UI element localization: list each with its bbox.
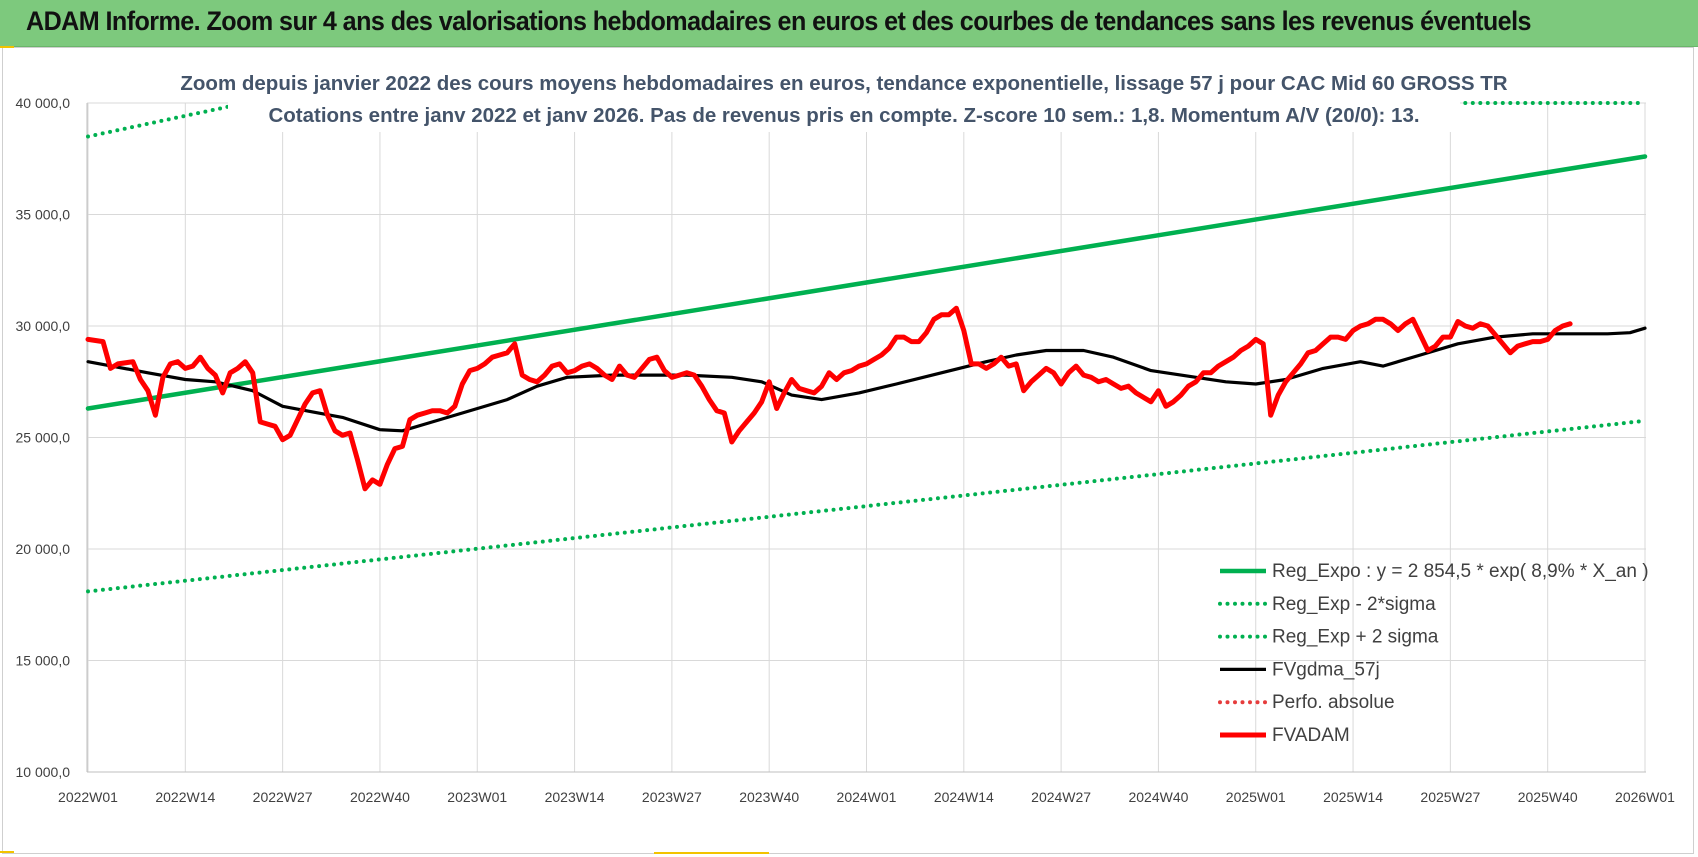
y-tick-labels: 10 000,0 15 000,0 20 000,0 25 000,0 30 000,0… (16, 95, 71, 780)
x-tick-label: 2025W01 (1226, 789, 1286, 805)
legend: Reg_Expo : y = 2 854,5 * exp( 8,9% * X_a… (1218, 561, 1649, 746)
x-tick-labels: 2022W01 2022W14 2022W27 2022W40 2023W01 2023W… (58, 789, 1675, 805)
series-line-5 (85, 305, 1573, 492)
x-tick-label: 2023W14 (545, 789, 605, 805)
x-tick-label: 2024W14 (934, 789, 994, 805)
x-tick-label: 2022W14 (155, 789, 215, 805)
legend-label: FVgdma_57j (1272, 659, 1380, 680)
x-tick-label: 2023W27 (642, 789, 702, 805)
x-tick-label: 2022W27 (253, 789, 313, 805)
y-tick-label: 30 000,0 (16, 318, 71, 334)
y-tick-label: 10 000,0 (16, 764, 71, 780)
chart-subtitle: Cotations entre janv 2022 et janv 2026. … (268, 104, 1419, 127)
x-tick-label: 2025W27 (1420, 789, 1480, 805)
legend-label: FVADAM (1272, 725, 1350, 746)
x-tick-label: 2024W27 (1031, 789, 1091, 805)
x-tick-label: 2025W40 (1518, 789, 1578, 805)
corner-mark-top-left (0, 46, 14, 48)
x-tick-label: 2023W01 (447, 789, 507, 805)
y-tick-label: 20 000,0 (16, 541, 71, 557)
y-tick-label: 15 000,0 (16, 653, 71, 669)
x-tick-label: 2022W40 (350, 789, 410, 805)
x-tick-label: 2023W40 (739, 789, 799, 805)
legend-label: Perfo. absolue (1272, 692, 1395, 713)
x-tick-label: 2024W40 (1128, 789, 1188, 805)
series-line-3 (86, 326, 1647, 433)
legend-label: Reg_Exp - 2*sigma (1272, 594, 1436, 615)
header-bar: ADAM Informe. Zoom sur 4 ans des valoris… (0, 0, 1698, 47)
x-tick-label: 2025W14 (1323, 789, 1383, 805)
chart-title: Zoom depuis janvier 2022 des cours moyen… (180, 72, 1507, 95)
y-tick-label: 25 000,0 (16, 430, 71, 446)
y-tick-label: 40 000,0 (16, 95, 71, 111)
corner-mark-bottom-left (0, 851, 14, 853)
legend-label: Reg_Expo : y = 2 854,5 * exp( 8,9% * X_a… (1272, 561, 1649, 582)
grid-lines (86, 102, 1646, 773)
title-background (228, 66, 1460, 132)
corner-mark-bottom-center (654, 852, 769, 854)
series-line-2 (86, 101, 1647, 139)
header-title: ADAM Informe. Zoom sur 4 ans des valoris… (26, 6, 1531, 36)
plot-series (85, 101, 1648, 594)
legend-label: Reg_Exp + 2 sigma (1272, 627, 1439, 648)
x-tick-label: 2026W01 (1615, 789, 1675, 805)
series-line-0 (85, 154, 1648, 411)
y-tick-label: 35 000,0 (16, 207, 71, 223)
series-line-1 (86, 418, 1647, 594)
x-tick-label: 2024W01 (837, 789, 897, 805)
x-tick-label: 2022W01 (58, 789, 118, 805)
chart-frame (2, 47, 1694, 854)
